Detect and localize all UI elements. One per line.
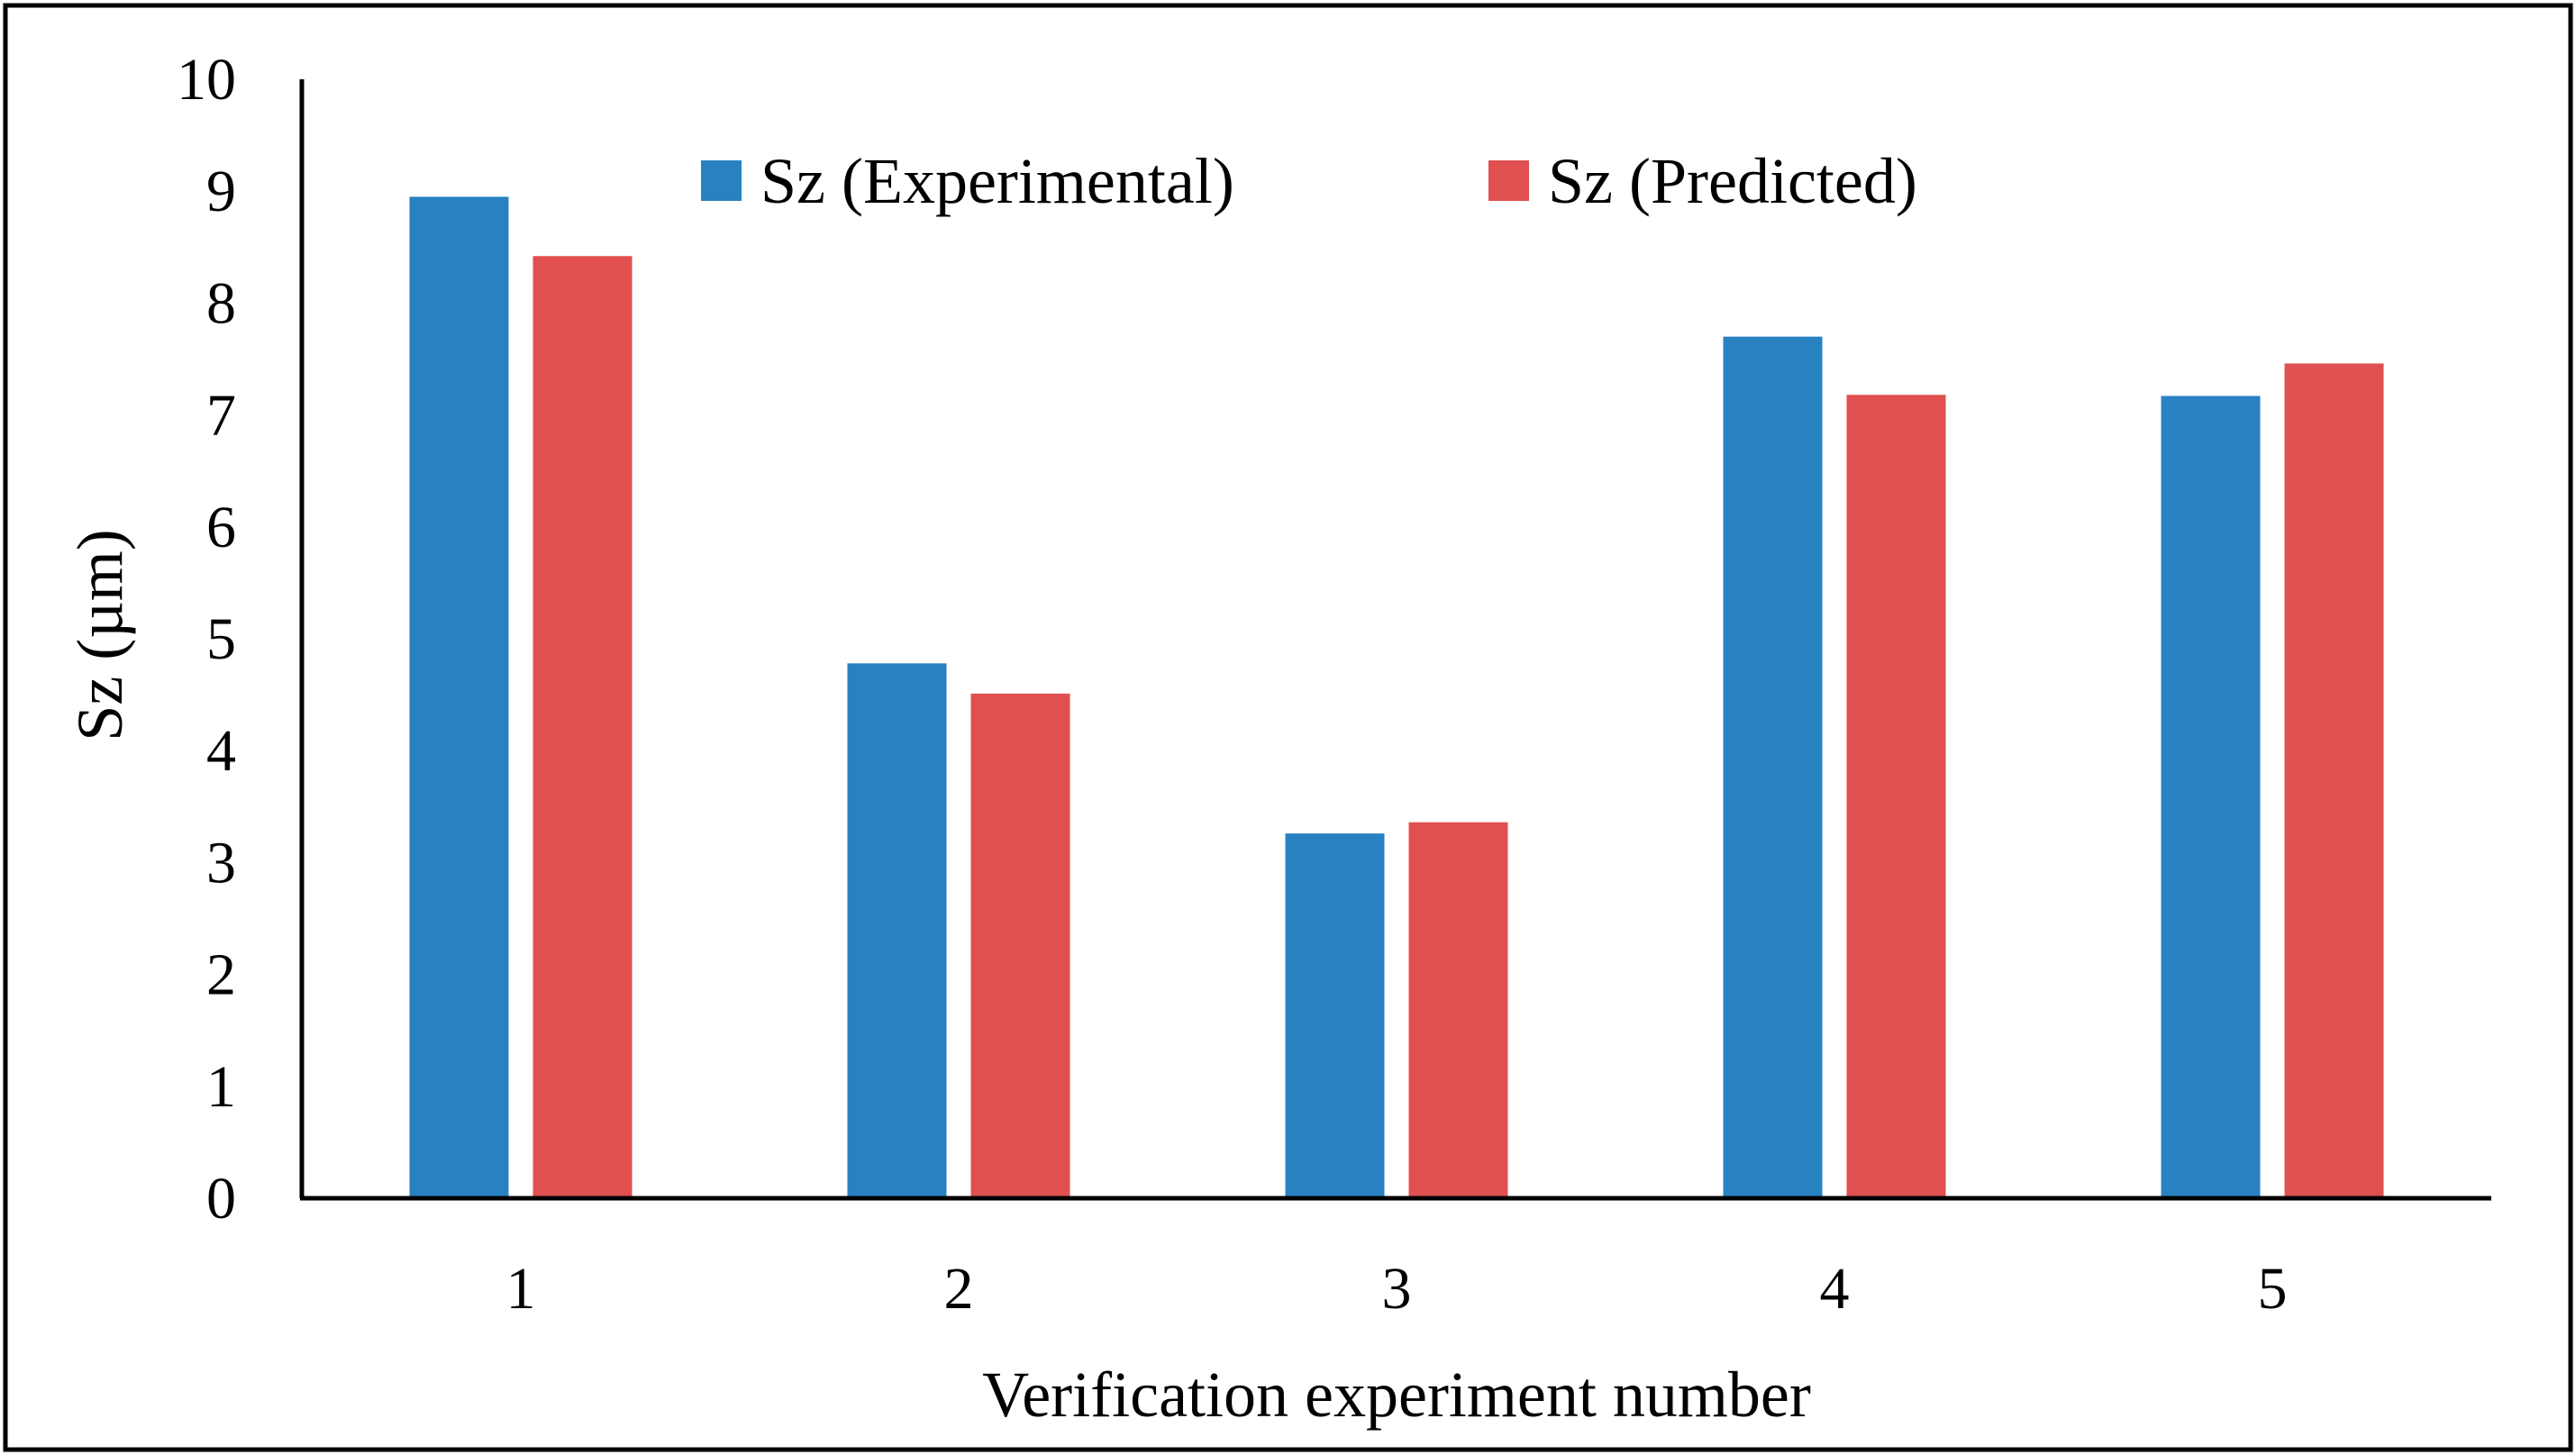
- y-tick-label: 2: [206, 942, 236, 1008]
- y-tick-label: 5: [206, 606, 236, 672]
- x-tick-label: 3: [1382, 1256, 1412, 1322]
- x-tick-label: 1: [506, 1256, 536, 1322]
- x-tick-label: 4: [1820, 1256, 1850, 1322]
- legend-swatch: [1488, 160, 1529, 201]
- legend: Sz (Experimental) Sz (Predicted): [701, 145, 1917, 217]
- y-axis-title: Sz (µm): [64, 529, 136, 741]
- y-tick-label: 3: [206, 830, 236, 896]
- y-tick-label: 1: [206, 1054, 236, 1120]
- legend-label: Sz (Predicted): [1548, 145, 1917, 217]
- y-ticks-group: 0 1 2 3 4 5 6 7 8 9 10: [177, 47, 236, 1232]
- x-axis-title: Verification experiment number: [982, 1359, 1811, 1431]
- y-tick-label: 0: [206, 1166, 236, 1232]
- bar-experimental: [1723, 336, 1823, 1198]
- y-tick-label: 6: [206, 495, 236, 560]
- y-tick-label: 4: [206, 718, 236, 784]
- x-ticks-group: 1 2 3 4 5: [506, 1256, 2288, 1322]
- y-tick-label: 9: [206, 159, 236, 224]
- bars-group: [409, 196, 2384, 1199]
- bar-predicted: [970, 693, 1070, 1198]
- x-tick-label: 2: [944, 1256, 974, 1322]
- x-tick-label: 5: [2258, 1256, 2288, 1322]
- bar-experimental: [2161, 396, 2261, 1199]
- bar-predicted: [532, 256, 633, 1199]
- y-tick-label: 7: [206, 383, 236, 449]
- y-tick-label: 10: [177, 47, 236, 113]
- bar-predicted: [1408, 822, 1508, 1198]
- legend-label: Sz (Experimental): [760, 145, 1234, 217]
- bar-experimental: [847, 663, 947, 1198]
- bar-predicted: [2284, 363, 2384, 1198]
- legend-swatch: [701, 160, 742, 201]
- bar-experimental: [1285, 833, 1385, 1198]
- bar-experimental: [409, 196, 509, 1198]
- y-tick-label: 8: [206, 270, 236, 336]
- bar-predicted: [1846, 395, 1946, 1198]
